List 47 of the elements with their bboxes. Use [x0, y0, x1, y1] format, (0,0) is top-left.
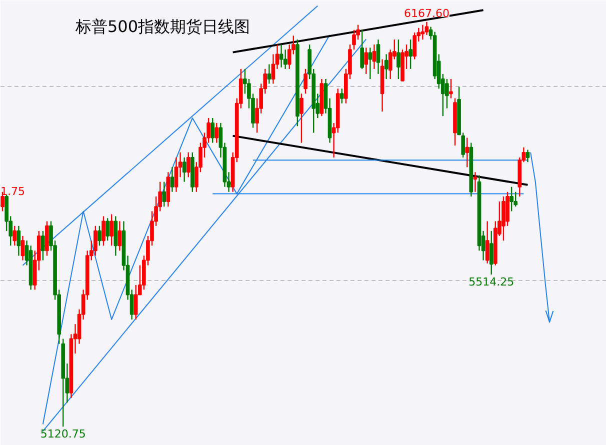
candlestick: [12, 225, 17, 246]
candlestick: [16, 225, 21, 256]
candlestick: [134, 284, 138, 320]
candlestick: [364, 47, 368, 75]
candlestick: [41, 230, 45, 261]
candlestick: [106, 218, 110, 242]
candlestick: [279, 44, 284, 68]
candlestick: [408, 38, 412, 70]
candlestick: [340, 88, 344, 104]
candlestick: [304, 68, 308, 94]
candlestick: [510, 186, 514, 212]
candlestick: [514, 191, 518, 208]
candlestick: [300, 93, 304, 144]
candlestick: [485, 220, 490, 264]
candlestick: [412, 32, 417, 60]
candlestick: [162, 181, 166, 208]
candlestick: [102, 216, 106, 246]
candlestick: [368, 47, 372, 80]
candlestick: [376, 38, 380, 75]
candlestick: [174, 156, 178, 192]
annotation: 6167.60: [404, 6, 450, 20]
candlestick: [20, 235, 25, 261]
candlestick: [465, 137, 470, 168]
candlestick: [352, 29, 356, 50]
candlestick: [396, 38, 400, 80]
candlestick: [118, 220, 122, 252]
candlestick: [170, 166, 174, 192]
text: 标普500指数期货日线图: [74, 17, 250, 36]
annotation: 5120.75: [40, 428, 86, 441]
candlestick: [372, 44, 376, 70]
candlestick: [360, 29, 364, 70]
candlestick: [384, 54, 388, 80]
candlestick: [424, 21, 429, 36]
candlestick: [449, 78, 453, 99]
candlestick: [182, 156, 186, 182]
candlestick: [267, 64, 272, 84]
candlestick: [98, 225, 102, 246]
candlestick: [489, 230, 494, 276]
candlestick: [186, 152, 190, 178]
candlestick: [110, 214, 114, 246]
annotation: 1.75: [0, 185, 25, 198]
candlestick: [214, 122, 219, 144]
candlestick: [473, 172, 478, 192]
candlestick: [526, 149, 530, 163]
candlestick: [94, 225, 98, 256]
candlestick: [210, 117, 215, 144]
annotation: 5514.25: [468, 276, 514, 289]
